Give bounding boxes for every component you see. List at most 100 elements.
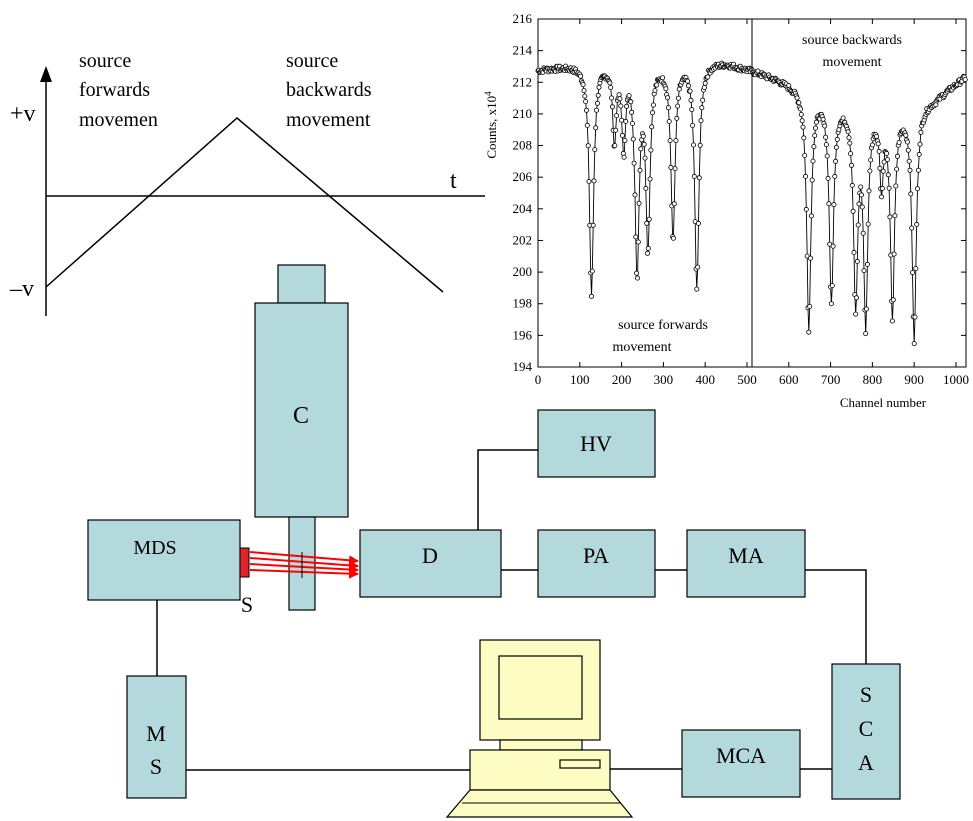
chart-data-point bbox=[867, 168, 873, 174]
chart-data-point bbox=[580, 82, 586, 88]
chart-data-point bbox=[636, 200, 642, 206]
chart-data-point bbox=[823, 142, 829, 148]
chart-data-point bbox=[674, 115, 680, 121]
chart-data-point bbox=[595, 92, 601, 98]
chart-y-axis-label-main: Counts, x10 bbox=[484, 96, 499, 159]
block-pa-label: PA bbox=[583, 543, 609, 568]
backward-text-line2: backwards bbox=[286, 79, 372, 101]
block-sca-box bbox=[831, 663, 901, 800]
chart-data-point bbox=[894, 166, 900, 172]
chart-data-point bbox=[633, 234, 639, 240]
chart-y-tick-label: 204 bbox=[513, 201, 533, 216]
chart-data-point bbox=[660, 75, 666, 81]
chart-data-point bbox=[675, 103, 681, 109]
chart-data-point bbox=[861, 268, 867, 274]
chart-data-point bbox=[619, 132, 625, 138]
chart-data-point bbox=[802, 152, 808, 158]
chart-data-point bbox=[823, 134, 829, 140]
chart-data-point bbox=[671, 201, 677, 207]
block-d: D bbox=[359, 529, 502, 598]
chart-data-point bbox=[697, 142, 703, 148]
chart-x-tick-label: 900 bbox=[904, 372, 924, 387]
chart-data-point bbox=[663, 86, 669, 92]
chart-data-point bbox=[691, 142, 697, 148]
wiring bbox=[156, 449, 867, 771]
chart-data-point bbox=[687, 88, 693, 94]
chart-x-tick-label: 700 bbox=[821, 372, 841, 387]
chart-data-point bbox=[612, 143, 618, 149]
chart-data-point bbox=[673, 138, 679, 144]
chart-data-point bbox=[916, 151, 922, 157]
chart-data-point bbox=[905, 139, 911, 145]
chart-data-point bbox=[907, 167, 913, 173]
chart-data-point bbox=[635, 239, 641, 245]
chart-data-point bbox=[634, 270, 640, 276]
chart-data-point bbox=[826, 201, 832, 207]
block-pa-box bbox=[537, 529, 656, 598]
chart-data-point bbox=[909, 225, 915, 231]
chart-data-point bbox=[856, 201, 862, 207]
chart-data-point bbox=[915, 167, 921, 173]
block-ms-label-2: S bbox=[150, 754, 162, 779]
chart-data-point bbox=[892, 213, 898, 219]
chart-data-point bbox=[621, 154, 627, 160]
chart-data-point bbox=[915, 186, 921, 192]
chart-data-point bbox=[820, 116, 826, 122]
chart-x-tick-label: 500 bbox=[737, 372, 757, 387]
chart-data-point bbox=[617, 96, 623, 102]
block-pa: PA bbox=[537, 529, 656, 598]
chart-x-tick-label: 1000 bbox=[943, 372, 969, 387]
chart-data-point bbox=[654, 82, 660, 88]
chart-y-tick-label: 210 bbox=[513, 106, 533, 121]
block-c-body bbox=[254, 302, 349, 518]
chart-data-point bbox=[831, 202, 837, 208]
block-c-label: C bbox=[293, 403, 309, 429]
block-mds: MDS bbox=[87, 519, 241, 601]
chart-data-point bbox=[855, 222, 861, 228]
plus-v-label: +v bbox=[10, 101, 36, 127]
chart-data-point bbox=[643, 185, 649, 191]
computer-stand bbox=[499, 739, 583, 751]
chart-data-point bbox=[609, 95, 615, 101]
block-ms: M S bbox=[126, 675, 187, 799]
block-hv-label: HV bbox=[580, 431, 612, 456]
chart-data-point bbox=[640, 133, 646, 139]
chart-data-point bbox=[859, 192, 865, 198]
chart-x-tick-label: 800 bbox=[863, 372, 883, 387]
forward-text-line2: forwards bbox=[79, 79, 150, 101]
chart-data-point bbox=[866, 188, 872, 194]
chart-data-point bbox=[840, 115, 846, 121]
chart-x-tick-label: 200 bbox=[612, 372, 632, 387]
chart-data-point bbox=[676, 86, 682, 92]
chart-data-point bbox=[811, 144, 817, 150]
chart-data-point bbox=[675, 95, 681, 101]
chart-data-point bbox=[798, 106, 804, 112]
chart-data-point bbox=[589, 293, 595, 299]
chart-data-point bbox=[700, 97, 706, 103]
chart-data-point bbox=[828, 301, 834, 307]
chart-x-tick-label: 300 bbox=[654, 372, 674, 387]
chart-data-point bbox=[846, 135, 852, 141]
chart-data-point bbox=[854, 295, 860, 301]
chart-data-point bbox=[665, 95, 671, 101]
chart-data-point bbox=[631, 160, 637, 166]
chart-data-point bbox=[834, 136, 840, 142]
chart-data-point bbox=[628, 99, 634, 105]
chart-data-point bbox=[859, 204, 865, 210]
chart-data-point bbox=[910, 270, 916, 276]
chart-data-point bbox=[812, 133, 818, 139]
chart-y-tick-label: 214 bbox=[513, 43, 533, 58]
chart-y-tick-label: 206 bbox=[513, 169, 533, 184]
chart-data-point bbox=[808, 213, 814, 219]
chart-data-point bbox=[696, 175, 702, 181]
block-hv: HV bbox=[537, 409, 656, 478]
block-ma: MA bbox=[686, 529, 806, 598]
chart-data-point bbox=[650, 110, 656, 116]
chart-data-point bbox=[581, 88, 587, 94]
chart-data-point bbox=[582, 93, 588, 99]
chart-data-point bbox=[591, 178, 597, 184]
chart-x-tick-label: 600 bbox=[779, 372, 799, 387]
chart-data-point bbox=[853, 311, 859, 317]
chart-data-point bbox=[696, 220, 702, 226]
chart-data-point bbox=[891, 251, 897, 257]
